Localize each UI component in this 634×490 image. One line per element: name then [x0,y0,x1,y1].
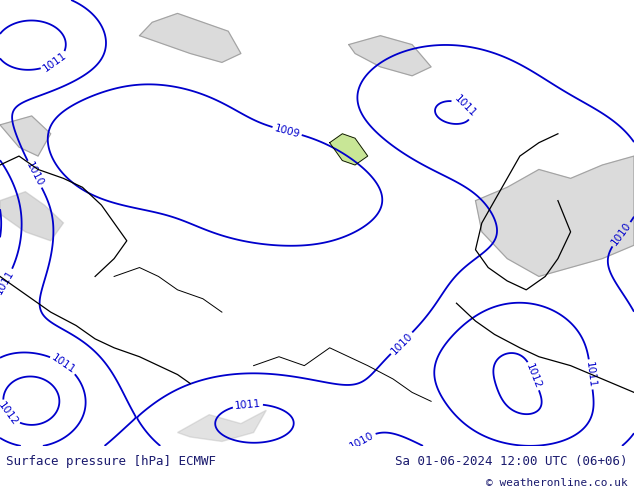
Polygon shape [476,156,634,276]
Text: 1011: 1011 [50,353,77,376]
Text: 1011: 1011 [41,50,68,74]
Text: Sa 01-06-2024 12:00 UTC (06+06): Sa 01-06-2024 12:00 UTC (06+06) [395,455,628,468]
Polygon shape [178,410,266,441]
Polygon shape [349,36,431,76]
Polygon shape [0,116,51,156]
Text: 1009: 1009 [273,123,301,139]
Polygon shape [330,134,368,165]
Text: 1011: 1011 [234,398,261,411]
Text: 1010: 1010 [348,430,376,451]
Text: 1011: 1011 [453,94,479,119]
Text: 1010: 1010 [24,160,45,188]
Text: 1011: 1011 [584,361,597,388]
Text: 1011: 1011 [0,268,16,296]
Text: 1012: 1012 [0,400,20,427]
Text: © weatheronline.co.uk: © weatheronline.co.uk [486,478,628,489]
Text: Surface pressure [hPa] ECMWF: Surface pressure [hPa] ECMWF [6,455,216,468]
Text: 1010: 1010 [609,220,633,247]
Text: 1012: 1012 [524,362,543,390]
Polygon shape [0,192,63,241]
Polygon shape [139,13,241,62]
Text: 1010: 1010 [389,330,415,356]
